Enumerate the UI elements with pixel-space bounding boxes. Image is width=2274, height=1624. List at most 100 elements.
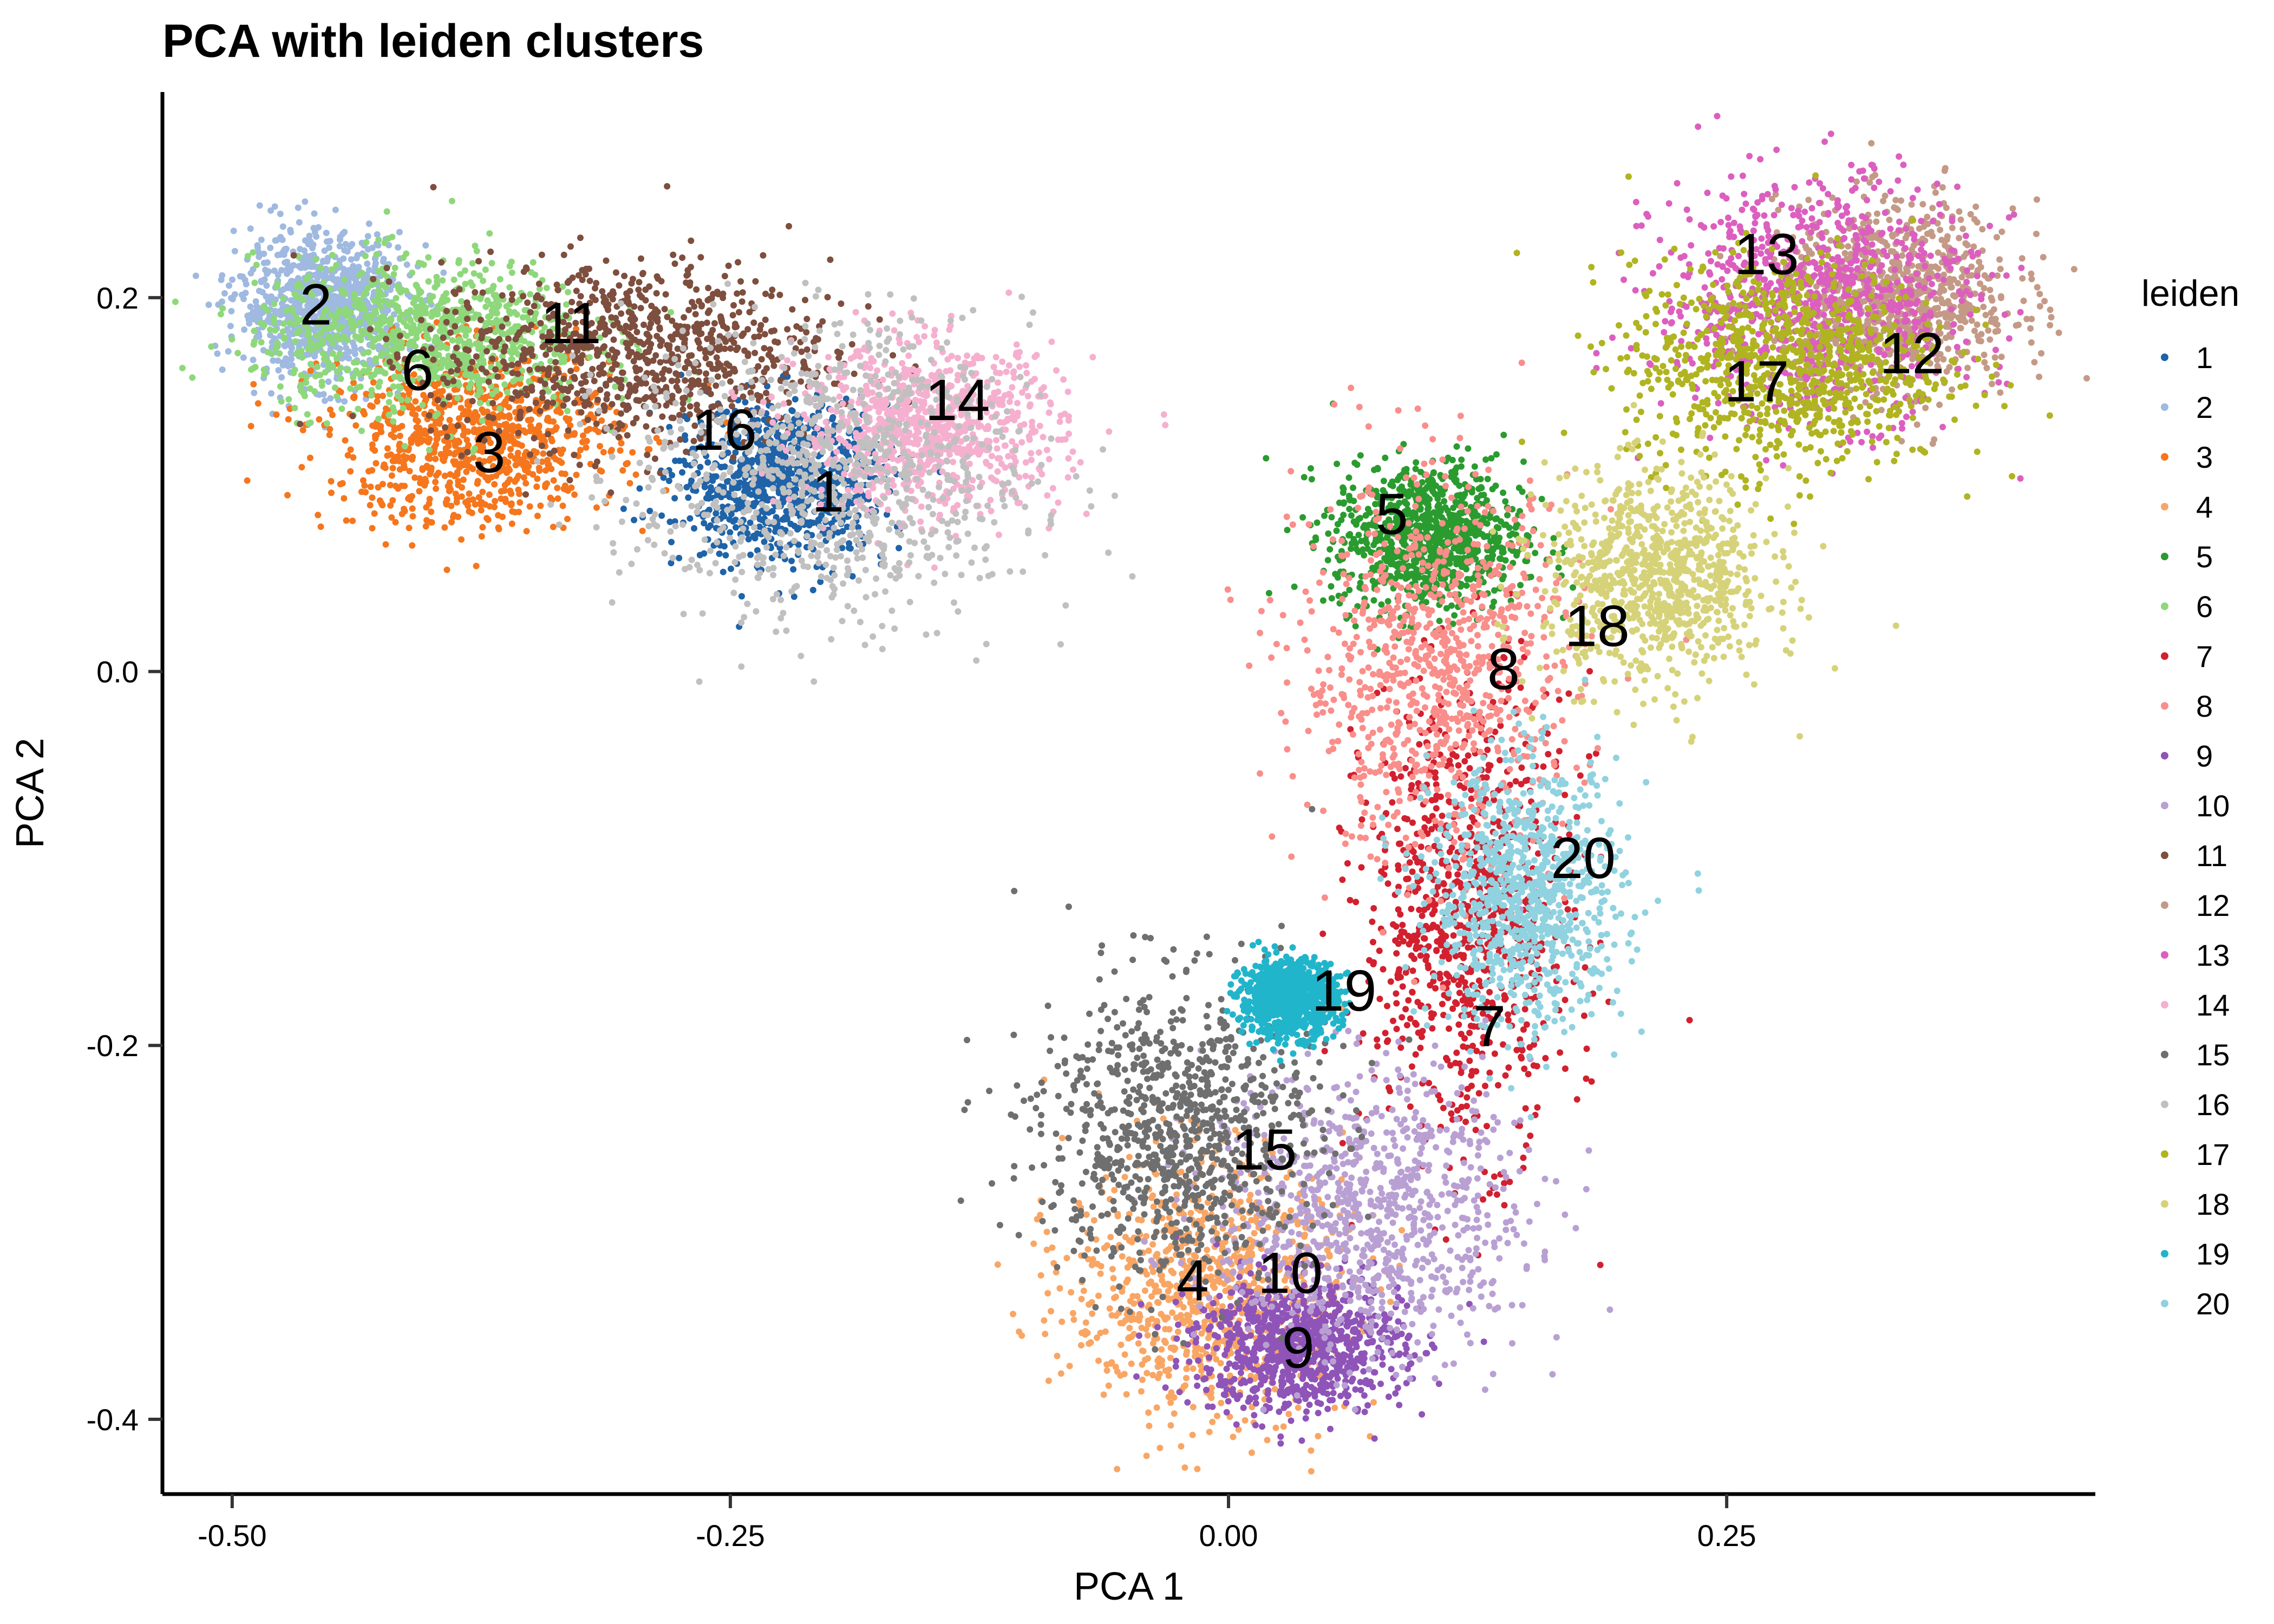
data-point (597, 443, 603, 450)
data-point (525, 417, 532, 424)
data-point (745, 536, 752, 543)
data-point (1209, 1418, 1216, 1425)
data-point (1346, 506, 1353, 513)
data-point (433, 485, 440, 492)
data-point (462, 332, 469, 339)
data-point (344, 452, 351, 459)
data-point (1265, 590, 1272, 597)
data-point (1272, 1424, 1279, 1431)
data-point (1162, 1326, 1169, 1333)
data-point (788, 558, 795, 565)
data-point (1484, 475, 1491, 482)
data-point (521, 338, 528, 345)
data-point (533, 483, 540, 490)
data-point (1355, 515, 1362, 522)
data-point (550, 523, 557, 531)
data-point (1555, 564, 1562, 571)
data-point (1504, 512, 1511, 519)
data-point (1152, 1288, 1159, 1295)
data-point (1410, 509, 1417, 516)
data-point (1084, 1246, 1092, 1253)
data-point (419, 436, 426, 443)
data-point (544, 480, 550, 487)
data-point (414, 417, 421, 424)
data-point (1422, 525, 1429, 532)
data-point (311, 229, 318, 235)
data-point (307, 367, 314, 374)
data-point (1094, 1260, 1101, 1267)
data-point (1302, 1232, 1308, 1238)
data-point (495, 512, 502, 519)
data-point (1413, 558, 1419, 565)
data-point (355, 264, 362, 271)
data-point (1477, 476, 1484, 482)
data-point (244, 477, 251, 484)
data-point (406, 525, 413, 532)
data-point (671, 495, 678, 502)
data-point (389, 464, 396, 472)
data-point (400, 404, 407, 411)
data-point (463, 468, 470, 475)
data-point (1178, 1443, 1185, 1450)
data-point (1284, 527, 1291, 534)
data-point (1325, 530, 1332, 537)
data-point (380, 463, 387, 470)
data-point (1037, 1212, 1044, 1219)
data-point (558, 470, 565, 477)
data-point (349, 241, 356, 248)
data-point (855, 524, 861, 531)
data-point (328, 489, 335, 496)
data-point (453, 499, 460, 506)
data-point (351, 350, 358, 357)
data-point (1190, 1365, 1197, 1372)
data-point (442, 499, 449, 506)
data-point (691, 525, 697, 532)
data-point (685, 494, 692, 501)
data-point (455, 513, 462, 520)
data-point (1241, 1417, 1249, 1424)
data-point (1077, 1342, 1084, 1349)
data-point (1333, 527, 1340, 534)
data-point (563, 415, 570, 422)
data-point (733, 524, 739, 531)
data-point (573, 365, 580, 372)
data-point (352, 281, 359, 289)
data-point (583, 444, 590, 451)
data-point (367, 502, 374, 509)
data-point (742, 399, 749, 405)
data-point (843, 450, 850, 457)
data-point (241, 326, 248, 333)
data-point (230, 227, 237, 234)
data-point (1434, 495, 1441, 502)
data-point (1082, 1319, 1089, 1326)
data-point (279, 328, 286, 335)
data-point (1161, 1338, 1168, 1344)
data-point (1087, 1339, 1094, 1346)
data-point (1037, 1272, 1044, 1279)
data-point (287, 330, 294, 337)
data-point (258, 237, 265, 243)
data-point (1042, 1331, 1049, 1338)
data-point (234, 350, 241, 357)
data-point (1364, 506, 1371, 513)
data-point (1016, 1328, 1023, 1335)
data-point (1453, 443, 1460, 450)
data-point (514, 453, 521, 460)
data-point (1502, 557, 1509, 564)
data-point (217, 311, 224, 318)
data-point (409, 493, 415, 500)
data-point (1107, 1234, 1114, 1241)
data-point (1246, 1264, 1253, 1271)
data-point (327, 395, 334, 402)
data-point (1108, 1312, 1115, 1319)
data-point (597, 467, 604, 474)
data-point (369, 525, 376, 532)
data-point (534, 513, 541, 519)
data-point (639, 527, 646, 534)
data-point (401, 464, 408, 472)
data-point (384, 445, 391, 452)
data-point (517, 499, 524, 506)
data-point (350, 263, 357, 270)
data-point (1363, 540, 1370, 547)
data-point (809, 587, 816, 593)
